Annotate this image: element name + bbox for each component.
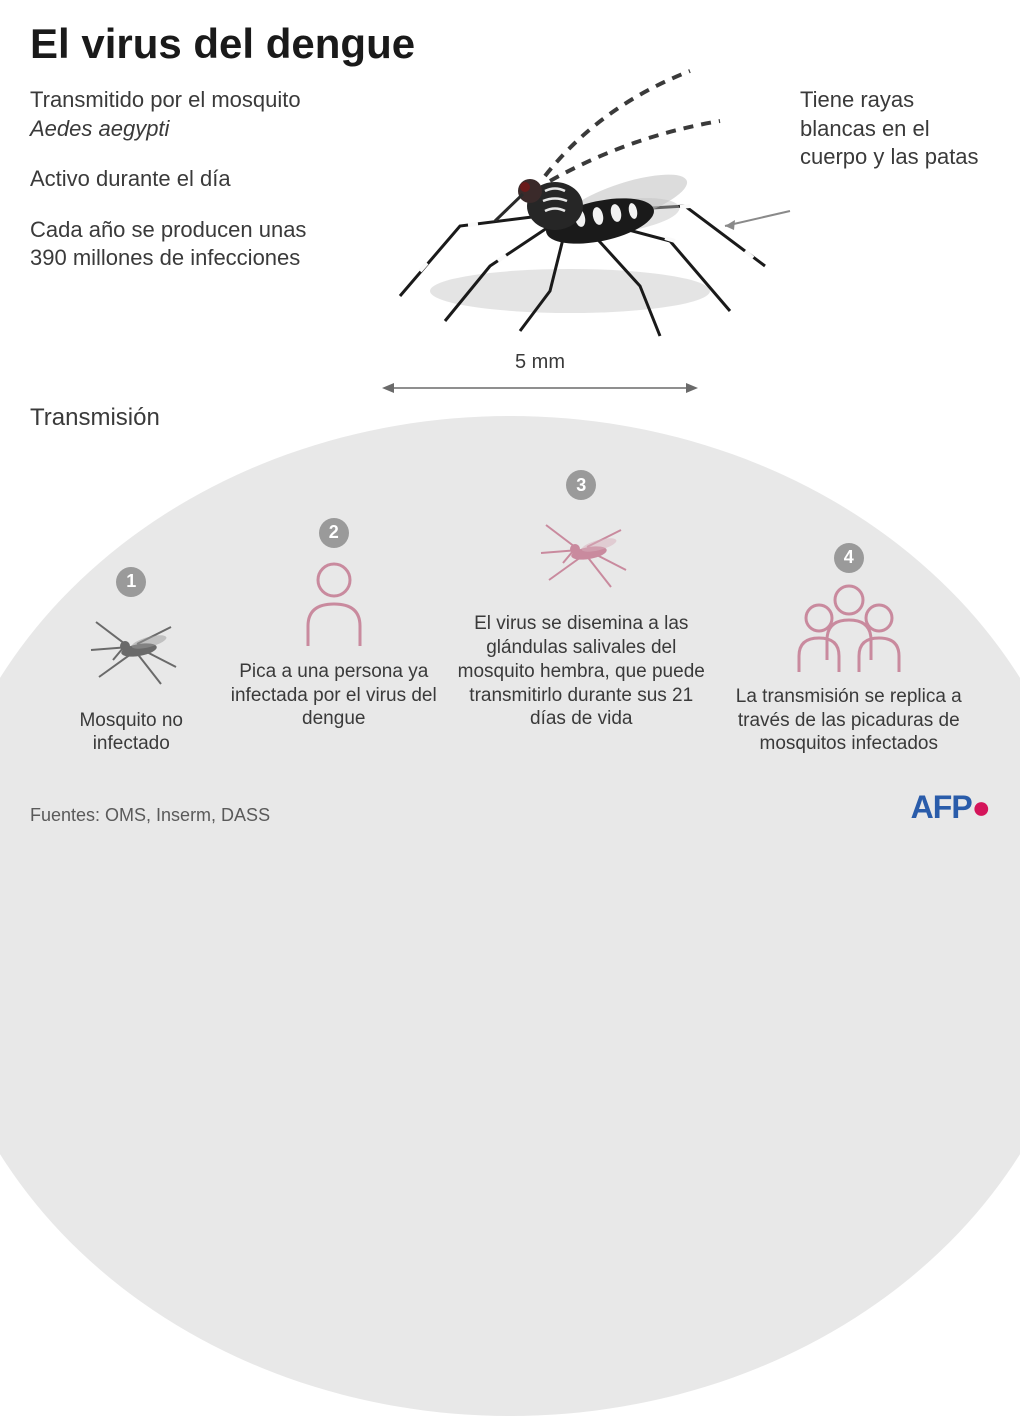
top-section: Transmitido por el mosquito Aedes aegypt… <box>30 86 990 396</box>
fact-text: Transmitido por el mosquito <box>30 87 301 112</box>
step-badge: 3 <box>566 470 596 500</box>
step-text: La transmisión se replica a través de la… <box>724 685 974 756</box>
step-badge: 2 <box>319 518 349 548</box>
page-title: El virus del dengue <box>30 20 990 68</box>
transmission-section: 1 <box>30 436 990 816</box>
fact-infections: Cada año se producen unas 390 millones d… <box>30 216 310 273</box>
step-text: Pica a una persona ya infectada por el v… <box>229 660 439 731</box>
mosquito-gray-icon <box>81 607 181 697</box>
step-badge: 4 <box>834 543 864 573</box>
steps-row: 1 <box>30 436 990 776</box>
step-4: 4 La transmisión se replica a través <box>724 543 974 756</box>
people-group-icon <box>784 583 914 673</box>
species-name: Aedes aegypti <box>30 116 169 141</box>
person-icon <box>294 558 374 648</box>
step-text: Mosquito no infectado <box>46 709 216 757</box>
afp-logo: AFP● <box>911 789 990 826</box>
sources-text: Fuentes: OMS, Inserm, DASS <box>30 805 270 826</box>
footer: Fuentes: OMS, Inserm, DASS AFP● <box>30 789 990 826</box>
mosquito-pink-icon <box>531 510 631 600</box>
mosquito-illustration <box>350 66 780 366</box>
step-badge: 1 <box>116 567 146 597</box>
brand-dot-icon: ● <box>972 789 990 825</box>
step-2: 2 Pica a una persona ya infectada por el… <box>229 518 439 731</box>
scale-bar: 5 mm <box>380 351 700 403</box>
pointer-arrow-icon <box>720 206 800 246</box>
fact-transmitted: Transmitido por el mosquito Aedes aegypt… <box>30 86 310 143</box>
brand-text: AFP <box>911 789 972 825</box>
step-text: El virus se disemina a las glándulas sal… <box>451 612 711 731</box>
fact-active: Activo durante el día <box>30 165 310 194</box>
step-3: 3 <box>451 470 711 731</box>
facts-column: Transmitido por el mosquito Aedes aegypt… <box>30 86 310 295</box>
scale-label: 5 mm <box>380 351 700 374</box>
step-1: 1 <box>46 567 216 757</box>
stripes-note: Tiene rayas blancas en el cuerpo y las p… <box>800 86 980 172</box>
